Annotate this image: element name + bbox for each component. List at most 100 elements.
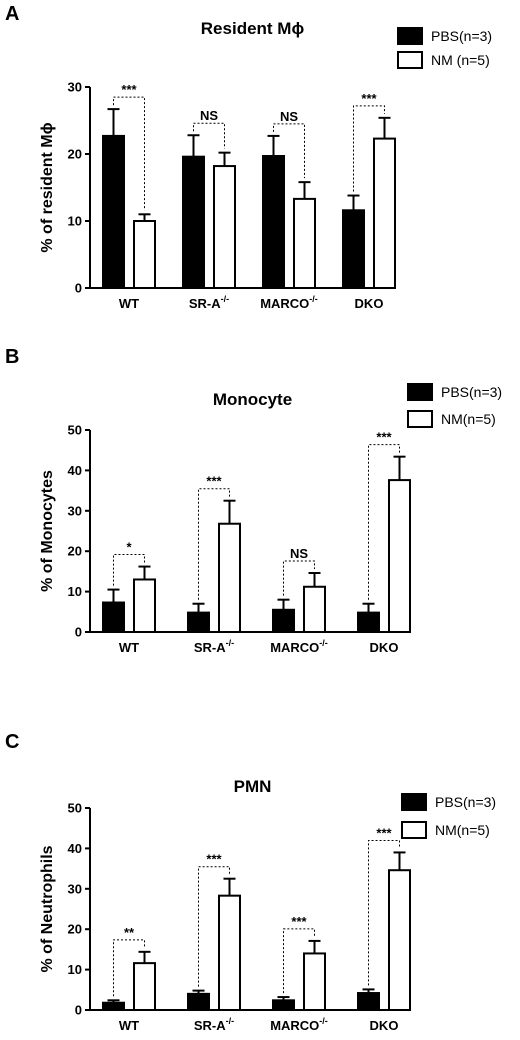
significance-label: NS: [280, 109, 298, 124]
y-tick-label: 20: [68, 922, 82, 937]
category-superscript: -/-: [226, 1016, 235, 1026]
legend-swatch: [401, 821, 427, 839]
significance-label: ***: [291, 914, 307, 929]
category-label: MARCO-/-: [270, 638, 328, 655]
panel-c: C PMN 0 10 20 30 40 50 % of Neutrophils ** WT *** SR…: [5, 731, 496, 1033]
bar: [218, 522, 241, 634]
chart-title: Resident Mϕ: [201, 19, 305, 38]
bar: [262, 155, 285, 289]
bar: [342, 209, 365, 289]
category-label: MARCO-/-: [270, 1016, 328, 1033]
y-tick-label: 30: [68, 80, 82, 95]
legend-swatch: [401, 793, 427, 811]
bar: [293, 197, 316, 289]
bar: [102, 134, 125, 289]
category-label: SR-A-/-: [194, 638, 234, 655]
bar: [388, 479, 411, 634]
y-tick-label: 50: [68, 423, 82, 438]
y-tick-label: 0: [75, 1003, 82, 1018]
significance-bracket: [113, 939, 145, 997]
bar: [182, 155, 205, 289]
panel-letter: A: [5, 3, 19, 25]
category-superscript: -/-: [309, 294, 318, 304]
significance-bracket: [283, 560, 315, 596]
y-tick-label: 30: [68, 881, 82, 896]
legend-swatch: [407, 410, 433, 428]
significance-bracket: [368, 444, 400, 600]
category-label: SR-A-/-: [189, 294, 229, 311]
y-axis-label: % of Neutrophils: [39, 845, 56, 972]
chart-title: Monocyte: [213, 390, 292, 409]
legend-label: PBS(n=3): [441, 384, 502, 400]
category-superscript: -/-: [319, 638, 328, 648]
legend-swatch: [397, 27, 423, 45]
category-label: SR-A-/-: [194, 1016, 234, 1033]
bar: [388, 869, 411, 1011]
category-label: WT: [119, 296, 139, 311]
category-name: MARCO: [260, 296, 309, 311]
category-name: WT: [119, 640, 139, 655]
y-tick-label: 30: [68, 503, 82, 518]
legend-label: NM(n=5): [441, 411, 496, 427]
category-name: SR-A: [194, 640, 226, 655]
legend-label: NM(n=5): [435, 822, 490, 838]
bar: [187, 611, 210, 633]
category-name: SR-A: [189, 296, 221, 311]
bar: [218, 894, 241, 1012]
bar: [102, 601, 125, 633]
significance-label: ***: [206, 852, 222, 867]
category-name: DKO: [370, 640, 399, 655]
legend-swatch: [397, 51, 423, 69]
significance-bracket: [353, 105, 385, 192]
y-tick-label: 20: [68, 147, 82, 162]
bar: [133, 578, 156, 633]
panel-a: A Resident Mϕ 0 10 20 30 % of resident Mϕ *** WT…: [5, 3, 492, 311]
bar: [357, 611, 380, 633]
significance-label: ***: [361, 91, 377, 106]
category-label: DKO: [370, 1018, 399, 1033]
bar: [187, 992, 210, 1012]
bar: [213, 165, 236, 289]
chart-title: PMN: [234, 777, 272, 796]
significance-label: *: [126, 540, 132, 555]
legend-label: NM (n=5): [431, 52, 490, 68]
category-label: DKO: [355, 296, 384, 311]
significance-bracket: [368, 839, 400, 986]
legend-label: PBS(n=3): [431, 28, 492, 44]
significance-label: ***: [121, 82, 137, 97]
bar: [102, 1001, 125, 1012]
significance-label: ***: [376, 825, 392, 840]
bar: [357, 992, 380, 1011]
significance-label: NS: [200, 108, 218, 123]
bar: [272, 608, 295, 634]
panel-letter: C: [5, 731, 19, 753]
category-label: DKO: [370, 640, 399, 655]
significance-label: ***: [376, 430, 392, 445]
bar: [133, 220, 156, 289]
bar: [373, 137, 396, 289]
category-label: WT: [119, 1018, 139, 1033]
panel-b: B Monocyte 0 10 20 30 40 50 % of Monocytes * WT ***…: [5, 346, 502, 655]
significance-bracket: [113, 96, 145, 211]
y-tick-label: 0: [75, 625, 82, 640]
significance-label: NS: [290, 546, 308, 561]
category-name: MARCO: [270, 1018, 319, 1033]
bar: [303, 952, 326, 1012]
y-tick-label: 40: [68, 463, 82, 478]
category-name: WT: [119, 1018, 139, 1033]
bar: [303, 585, 326, 634]
bar: [272, 999, 295, 1012]
y-axis-label: % of resident Mϕ: [39, 122, 56, 252]
y-tick-label: 0: [75, 281, 82, 296]
category-superscript: -/-: [319, 1016, 328, 1026]
y-axis-label: % of Monocytes: [39, 470, 56, 592]
significance-bracket: [283, 928, 315, 994]
significance-bracket: [273, 123, 305, 179]
significance-label: ***: [206, 474, 222, 489]
legend-label: PBS(n=3): [435, 794, 496, 810]
y-tick-label: 40: [68, 841, 82, 856]
panel-letter: B: [5, 346, 19, 368]
y-tick-label: 50: [68, 801, 82, 816]
y-tick-label: 20: [68, 544, 82, 559]
